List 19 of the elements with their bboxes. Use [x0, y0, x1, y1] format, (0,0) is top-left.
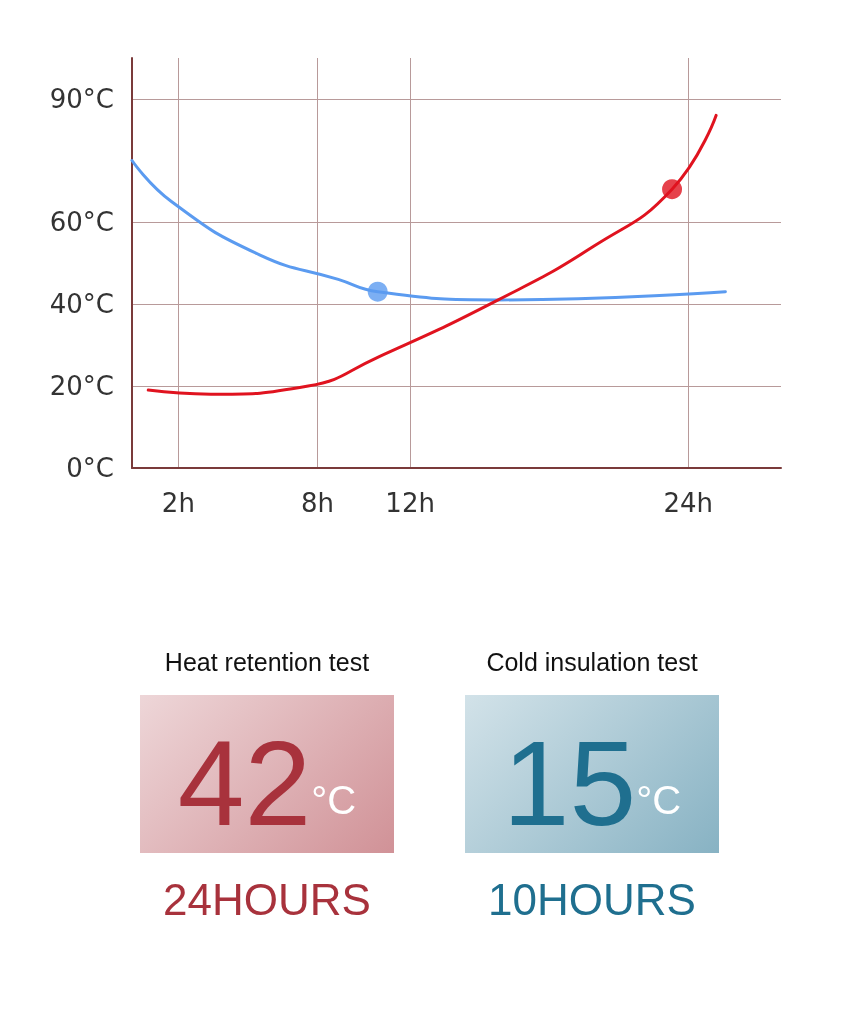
y-tick-label: 60°C: [49, 207, 114, 237]
y-tick-label: 20°C: [49, 371, 114, 401]
text: °C: [636, 778, 682, 823]
text: 24HOURS: [163, 875, 371, 925]
line-series: [130, 159, 727, 302]
text: 42: [177, 715, 312, 852]
x-tick-label: 2h: [161, 488, 195, 518]
text: 10HOURS: [488, 875, 696, 925]
text: Heat retention test: [164, 648, 370, 677]
text: 15: [502, 715, 637, 852]
x-tick-label: 8h: [300, 488, 334, 518]
y-tick-label: 0°C: [66, 453, 114, 483]
x-tick-label: 24h: [663, 488, 714, 518]
y-tick-label: 40°C: [49, 289, 114, 319]
text: Cold insulation test: [486, 648, 698, 677]
text: °C: [311, 778, 357, 823]
x-tick-label: 12h: [385, 488, 435, 518]
line-series: [146, 113, 718, 396]
y-tick-label: 90°C: [49, 84, 114, 114]
